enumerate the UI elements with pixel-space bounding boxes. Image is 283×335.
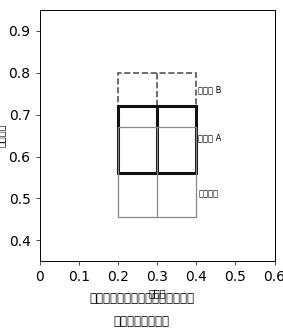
Bar — [118, 106, 196, 174]
Bar — [118, 127, 196, 217]
Text: 代替案 A: 代替案 A — [198, 133, 222, 142]
Text: 代替案相互の関係: 代替案相互の関係 — [113, 315, 170, 328]
Bar — [118, 73, 196, 107]
Text: 図３　収益性と作業特性からみた: 図３ 収益性と作業特性からみた — [89, 291, 194, 305]
X-axis label: 収益性: 収益性 — [148, 288, 166, 298]
Text: 代替案 B: 代替案 B — [198, 85, 222, 94]
Y-axis label: 作業特性: 作業特性 — [0, 124, 6, 147]
Text: 慣行体系: 慣行体系 — [198, 190, 218, 199]
